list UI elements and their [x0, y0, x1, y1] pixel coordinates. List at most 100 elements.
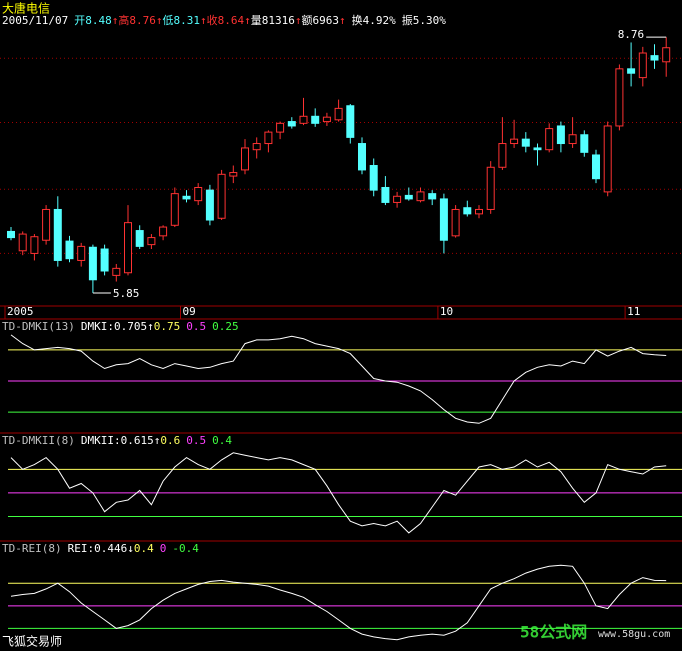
- quote-value: 81316: [262, 14, 295, 27]
- candle-body: [30, 236, 39, 254]
- candle-body: [603, 125, 612, 193]
- candle-body: [556, 125, 565, 145]
- candle-body: [18, 233, 27, 252]
- quote-arrow: ↑: [295, 14, 302, 27]
- x-tick-label: 2005: [7, 305, 34, 318]
- candle-body: [439, 198, 448, 241]
- candle-body: [135, 230, 144, 247]
- candle-body: [416, 191, 425, 202]
- candle-body: [428, 193, 437, 200]
- indicator-arrow: ↑: [154, 434, 161, 447]
- level-label: 0.4: [212, 434, 232, 447]
- quote-label: 高: [118, 13, 129, 27]
- candle-body: [65, 240, 74, 260]
- watermark-url: www.58gu.com: [598, 629, 670, 640]
- indicator-header: TD-REI(8) REI:0.446↓0.4 0 -0.4: [2, 542, 199, 555]
- quote-label: 开: [74, 14, 85, 27]
- quote-label: 换: [352, 13, 363, 27]
- quote-label: 振: [402, 13, 413, 27]
- candle-body: [662, 47, 671, 63]
- quote-label: 收: [207, 13, 218, 27]
- candle-body: [381, 186, 390, 203]
- x-tick-label: 10: [440, 305, 453, 318]
- candle-body: [498, 143, 507, 168]
- indicator-name: TD-DMKII(8): [2, 434, 75, 447]
- candle-body: [276, 122, 285, 133]
- quote-arrow: ↑: [112, 14, 119, 27]
- quote-value: 8.76: [129, 14, 156, 27]
- quote-label: 低: [162, 14, 173, 27]
- candle-body: [451, 208, 460, 237]
- candle-body: [194, 186, 203, 202]
- candle-body: [229, 172, 238, 177]
- watermark: 58公式网: [520, 623, 587, 642]
- quote-header: 2005/11/07 开8.48↑高8.76↑低8.31↑收8.64↑量81316…: [2, 13, 446, 27]
- level-label: 0.75: [154, 320, 181, 333]
- candle-body: [170, 193, 179, 226]
- level-label: 0.6: [160, 434, 180, 447]
- level-label: 0.4: [134, 542, 154, 555]
- low-label: 5.85: [113, 287, 139, 300]
- indicator-label: DMKII:: [81, 434, 121, 447]
- candle-body: [159, 226, 168, 237]
- candle-body: [568, 134, 577, 145]
- indicator-line: [10, 334, 667, 424]
- quote-arrow: ↑: [200, 14, 207, 27]
- indicator-value: 0.705: [114, 320, 147, 333]
- candle-body: [533, 147, 542, 151]
- candle-body: [615, 68, 624, 127]
- candle-body: [311, 115, 320, 124]
- candle-body: [205, 189, 214, 221]
- indicator-label: REI:: [68, 542, 95, 555]
- indicator-value: 0.446: [94, 542, 127, 555]
- candle-body: [334, 107, 343, 121]
- quote-arrow: ↑: [339, 14, 346, 27]
- candle-body: [100, 248, 109, 272]
- candle-body: [346, 105, 355, 138]
- candle-body: [393, 195, 402, 203]
- candle-body: [112, 267, 121, 276]
- candle-body: [53, 208, 62, 261]
- quote-value: 5.30%: [413, 14, 446, 27]
- quote-label: 量: [251, 14, 262, 27]
- indicator-line: [10, 564, 667, 641]
- candle-body: [592, 154, 600, 180]
- candle-body: [358, 143, 366, 171]
- level-label: 0.25: [212, 320, 239, 333]
- candle-body: [521, 138, 530, 147]
- candle-body: [475, 208, 483, 215]
- quote-value: 4.92%: [363, 14, 396, 27]
- indicator-arrow: ↓: [127, 542, 134, 555]
- quote-value: 8.64: [218, 14, 245, 27]
- candle-body: [147, 237, 156, 246]
- quote-arrow: ↑: [156, 14, 163, 27]
- quote-value: 8.31: [173, 14, 200, 27]
- candle-body: [182, 195, 191, 200]
- candle-body: [650, 55, 659, 61]
- candle-body: [287, 121, 296, 127]
- candle-body: [638, 52, 647, 79]
- level-label: 0.5: [186, 320, 206, 333]
- candle-body: [627, 68, 636, 74]
- candle-body: [463, 207, 472, 215]
- candle-body: [486, 166, 495, 210]
- candle-body: [217, 173, 226, 219]
- indicator-arrow: ↑: [147, 320, 154, 333]
- candle-body: [369, 165, 378, 191]
- quote-date: 2005/11/07: [2, 14, 68, 27]
- level-label: -0.4: [172, 542, 199, 555]
- candle-body: [252, 143, 261, 151]
- level-label: 0.5: [186, 434, 206, 447]
- x-tick-label: 09: [183, 305, 196, 318]
- x-tick-label: 11: [627, 305, 640, 318]
- candle-body: [404, 194, 413, 200]
- candle-body: [299, 115, 308, 124]
- indicator-label: DMKI:: [81, 320, 114, 333]
- candle-body: [124, 222, 132, 274]
- candle-body: [264, 131, 273, 145]
- indicator-header: TD-DMKI(13) DMKI:0.705↑0.75 0.5 0.25: [2, 320, 239, 333]
- candle-body: [545, 128, 554, 151]
- quote-label: 额: [301, 14, 312, 27]
- candle-body: [42, 208, 51, 241]
- high-label: 8.76: [618, 28, 645, 41]
